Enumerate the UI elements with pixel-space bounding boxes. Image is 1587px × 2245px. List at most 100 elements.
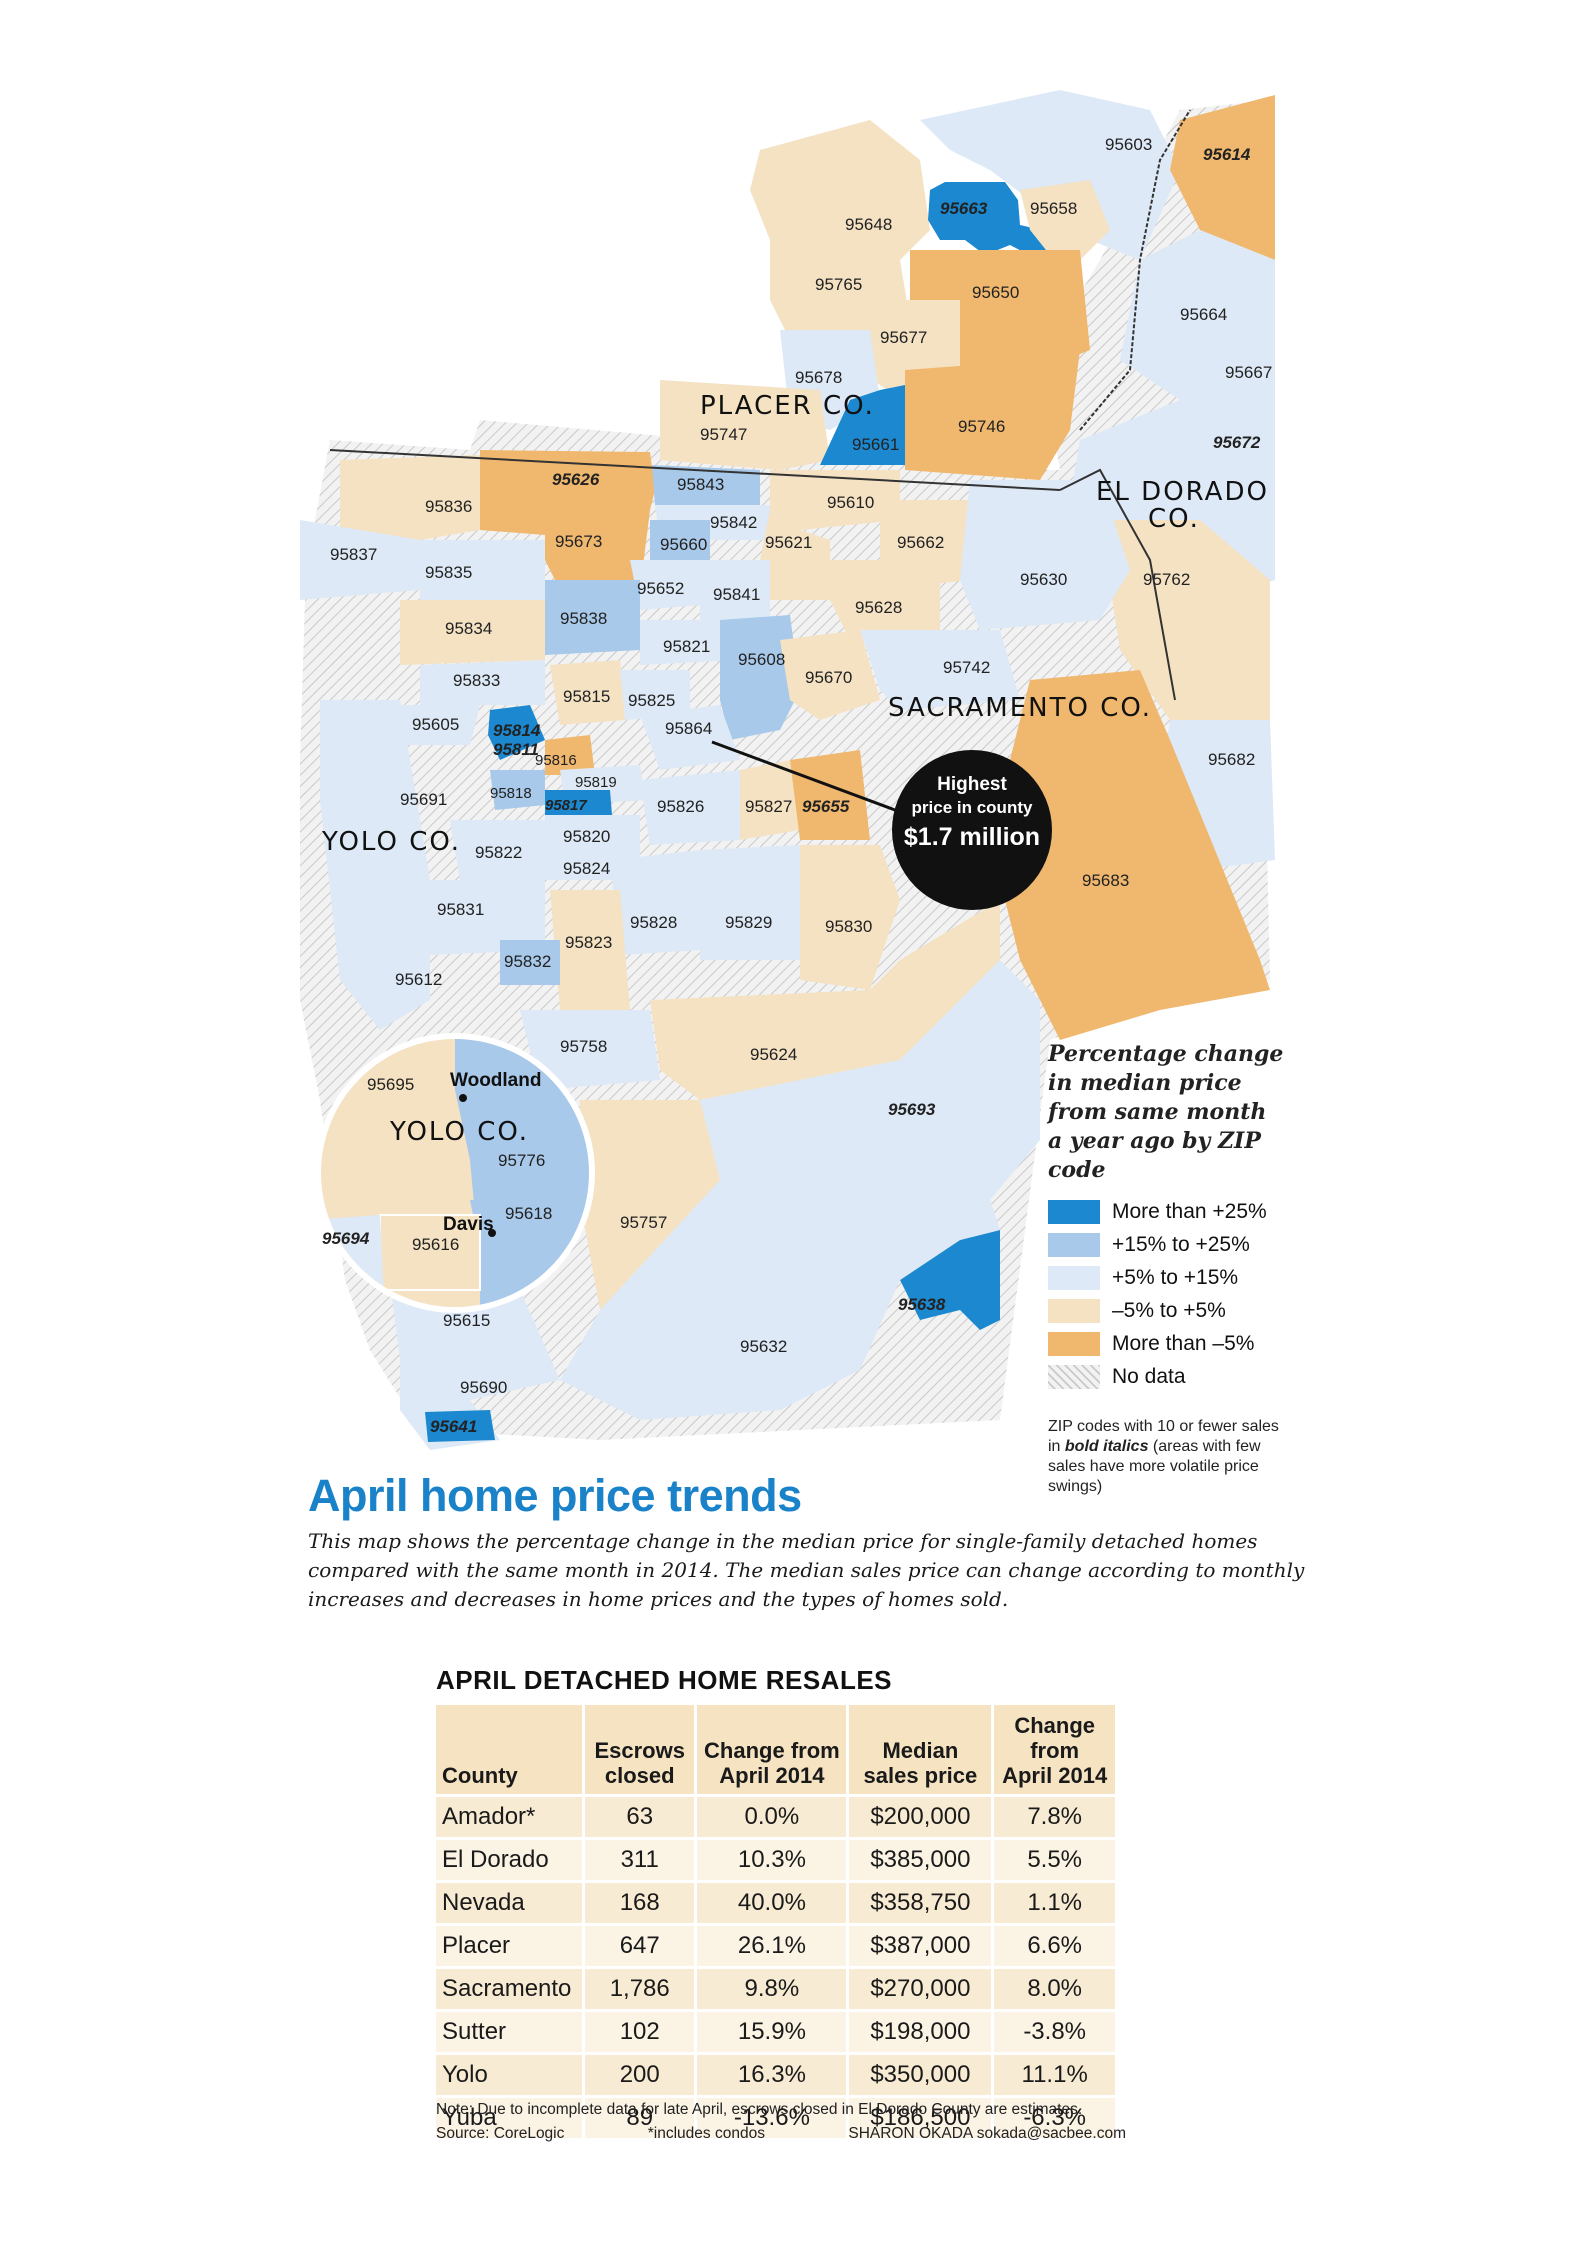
zip-area-95638 [900,1230,1000,1330]
zip-area-95655 [790,750,870,840]
legend-label: –5% to +5% [1112,1298,1226,1322]
cell-median: $270,000 [847,1966,995,2011]
zip-label: 95618 [505,1204,552,1223]
cell-escrows: 89 [583,2095,698,2138]
county-label-el-dorado-1: EL DORADO [1096,477,1269,507]
cell-change: 0.0% [695,1794,850,1839]
cell-escrows: 647 [583,1923,698,1968]
condos-note: *includes condos [647,2125,765,2142]
zip-area-95826 [640,770,740,845]
county-label-yolo-inset: YOLO CO. [389,1117,529,1147]
zip-label: 95663 [940,199,988,218]
zip-area-95821 [640,620,740,665]
zip-label: 95612 [395,970,442,989]
zip-label: 95690 [460,1378,507,1397]
zip-label: 95822 [475,843,522,862]
zip-label: 95616 [412,1235,459,1254]
zip-label: 95608 [738,650,785,669]
zip-label: 95830 [825,917,872,936]
header-median-1: Median [882,1738,959,1763]
zip-label: 95626 [552,470,600,489]
cell-county: El Dorado [436,1837,586,1882]
zip-label: 95826 [657,797,704,816]
county-label-placer: PLACER CO. [700,391,875,421]
zip-label: 95776 [498,1151,545,1170]
note-text: Note: Due to incomplete data for late Ap… [436,2101,1083,2118]
zip-area-95632 [560,1180,1000,1420]
legend-item: More than –5% [1048,1327,1288,1360]
cell-change: 15.9% [695,2009,850,2054]
map-legend: Percentage change in median price from s… [1048,1040,1288,1497]
legend-note-bold: bold italics [1064,1438,1149,1455]
cell-change: 16.3% [695,2052,850,2097]
zip-label: 95670 [805,668,852,687]
zip-label: 95758 [560,1037,607,1056]
zip-area-95747 [660,380,830,470]
zip-label: 95757 [620,1213,667,1232]
zip-area-95832 [500,940,560,985]
cell-pchange: 8.0% [992,1966,1118,2011]
zip-area-95683 [1000,670,1270,1040]
zip-area-95605 [400,705,480,745]
zip-area-95841 [700,560,770,620]
legend-item: +15% to +25% [1048,1228,1288,1261]
zip-label: 95827 [745,797,792,816]
place-label-davis: Davis [443,1214,494,1235]
zip-area-95762 [1100,520,1270,720]
zip-label: 95746 [958,417,1005,436]
zip-area-95661 [820,385,905,465]
zip-label: 95819 [575,774,617,791]
cell-change: 40.0% [695,1880,850,1925]
header-escrows: Escrows closed [583,1705,698,1796]
callout-line-2: price in county [912,798,1033,817]
county-label-el-dorado-2: CO. [1148,504,1200,534]
zip-label: 95828 [630,913,677,932]
zip-area-95641 [425,1410,495,1442]
header-escrows-1: Escrows [594,1738,685,1763]
cell-county: Yuba [436,2095,586,2138]
zip-area-95630 [960,480,1130,630]
zip-area-95758 [520,1010,660,1090]
zip-label: 95842 [710,513,757,532]
cell-median: $198,000 [847,2009,995,2054]
table-row: Placer 647 26.1% $387,000 6.6% [436,1923,1118,1968]
zip-label: 95624 [750,1045,797,1064]
zip-area-95864 [640,705,740,770]
zip-label: 95664 [1180,305,1227,324]
zip-area-95608 [720,615,800,740]
zip-area-95626 [480,450,655,535]
cell-escrows: 63 [583,1794,698,1839]
legend-swatch [1048,1265,1100,1290]
zip-label: 95836 [425,497,472,516]
zip-area-95828 [610,850,700,955]
header-county: County [436,1705,586,1796]
table-title: APRIL DETACHED HOME RESALES [436,1665,893,1695]
cell-median: $350,000 [847,2052,995,2097]
zip-area-95658 [1020,180,1110,260]
zip-label: 95835 [425,563,472,582]
davis-dot [488,1229,496,1237]
legend-item: More than +25% [1048,1195,1288,1228]
zip-area-95831 [430,880,545,955]
cell-pchange: -3.8% [992,2009,1118,2054]
table-row: Sutter 102 15.9% $198,000 -3.8% [436,2009,1118,2054]
zip-area-95816 [545,735,595,775]
cell-escrows: 102 [583,2009,698,2054]
place-label-woodland: Woodland [450,1070,541,1091]
zip-label: 95824 [563,859,610,878]
legend-swatch [1048,1298,1100,1323]
zip-label: 95661 [852,435,899,454]
zip-area-95818 [490,770,545,810]
zip-label: 95825 [628,691,675,710]
zip-label: 95682 [1208,750,1255,769]
legend-label: More than +25% [1112,1199,1267,1223]
table-row: Yuba 89 -13.6% $186,500 -6.3% [436,2095,1118,2138]
cell-change: 10.3% [695,1837,850,1882]
cell-county: Sacramento [436,1966,586,2011]
cell-escrows: 1,786 [583,1966,698,2011]
zip-label: 95678 [795,368,842,387]
cell-median: $186,500 [847,2095,995,2138]
zip-label: 95833 [453,671,500,690]
county-border-el-dorado [1059,468,1176,701]
table-row: Amador* 63 0.0% $200,000 7.8% [436,1794,1118,1839]
